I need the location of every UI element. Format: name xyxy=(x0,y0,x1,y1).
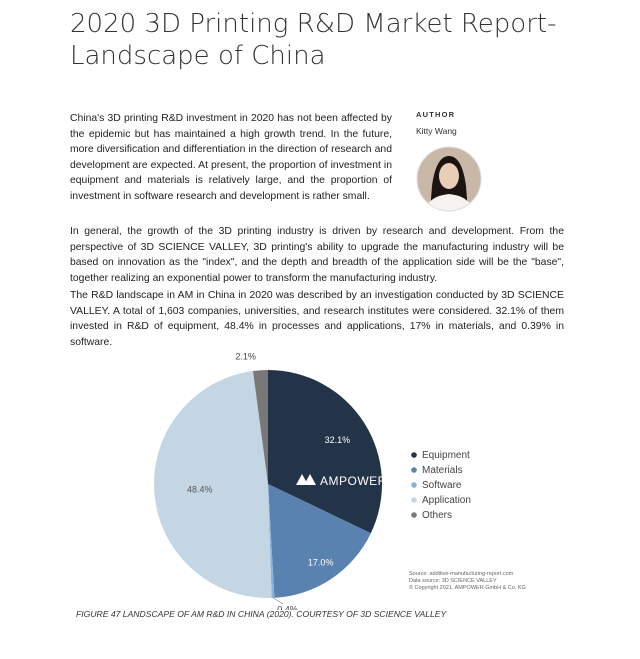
pie-slice-equipment xyxy=(268,370,382,534)
pie-label-application: 48.4% xyxy=(187,485,213,495)
page-title: 2020 3D Printing R&D Market Report-Lands… xyxy=(70,9,557,71)
source-notes: Source: additive-manufacturing-report.co… xyxy=(409,571,526,591)
legend-marker-others xyxy=(411,512,417,518)
source-line-2: Data source: 3D SCIENCE VALLEY xyxy=(409,578,497,584)
source-line-1: Source: additive-manufacturing-report.co… xyxy=(409,571,514,577)
legend-marker-equipment xyxy=(411,452,417,458)
pie-label-software: 0.4% xyxy=(277,604,298,610)
legend-label-others: Others xyxy=(422,510,452,521)
legend-label-application: Application xyxy=(422,495,471,506)
figure-caption: FIGURE 47 LANDSCAPE OF AM R&D IN CHINA (… xyxy=(76,609,447,619)
legend-marker-software xyxy=(411,482,417,488)
pie-slice-materials xyxy=(268,484,371,598)
legend: Equipment Materials Software Application Oth… xyxy=(411,450,471,521)
author-label: AUTHOR xyxy=(416,110,456,119)
legend-label-software: Software xyxy=(422,480,462,491)
source-line-3: © Copyright 2021. AMPOWER GmbH & Co. KG xyxy=(409,584,526,591)
watermark-text: AMPOWER xyxy=(320,474,387,488)
rd-pie-chart: 32.1% 17.0% 0.4% 48.4% 2.1% AMPOWER Equipmen… xyxy=(154,352,526,610)
ampower-logo-icon xyxy=(296,474,316,485)
author-avatar xyxy=(416,146,482,212)
chart-watermark: AMPOWER xyxy=(296,474,387,488)
pie-slice-software xyxy=(268,484,275,598)
pie-label-equipment: 32.1% xyxy=(325,435,351,445)
pie-group: 32.1% 17.0% 0.4% 48.4% 2.1% xyxy=(154,352,382,610)
body-paragraph-landscape: The R&D landscape in AM in China in 2020… xyxy=(70,290,564,348)
body-paragraph-growth: In general, the growth of the 3D printin… xyxy=(70,226,564,284)
pie-label-materials: 17.0% xyxy=(308,558,334,568)
author-block: AUTHOR Kitty Wang xyxy=(416,110,526,212)
pie-slice-application xyxy=(154,370,272,598)
legend-label-equipment: Equipment xyxy=(422,450,470,461)
author-name: Kitty Wang xyxy=(416,126,457,136)
pie-label-others: 2.1% xyxy=(235,352,256,362)
legend-marker-application xyxy=(411,497,417,503)
pie-leader-line-software xyxy=(272,597,284,605)
legend-label-materials: Materials xyxy=(422,465,463,476)
legend-marker-materials xyxy=(411,467,417,473)
intro-paragraph: China's 3D printing R&D investment in 20… xyxy=(70,113,392,202)
pie-slice-others xyxy=(253,370,268,484)
